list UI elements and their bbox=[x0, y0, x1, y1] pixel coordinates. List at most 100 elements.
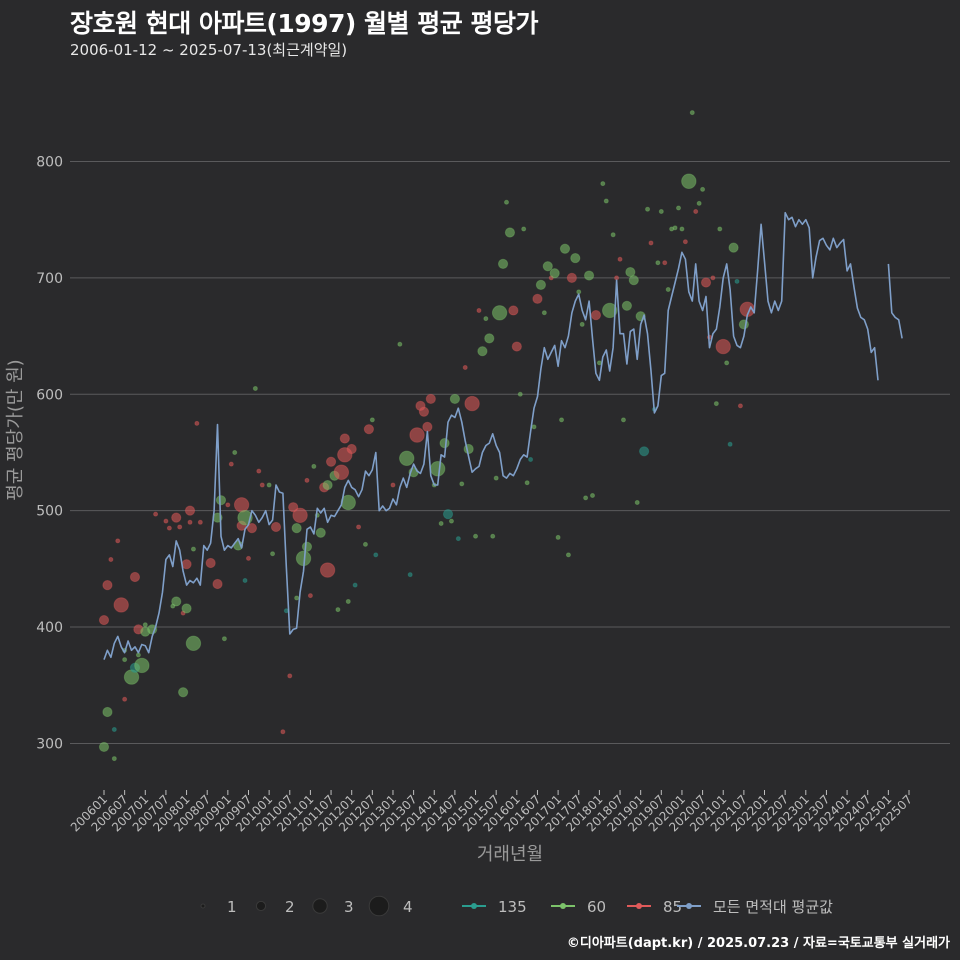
point-area-60 bbox=[111, 756, 117, 762]
point-area-60 bbox=[291, 523, 302, 534]
point-area-60 bbox=[535, 279, 547, 290]
point-area-60 bbox=[483, 316, 489, 322]
point-area-85 bbox=[339, 433, 350, 444]
point-area-85 bbox=[700, 277, 712, 288]
legend-size-key bbox=[200, 903, 206, 909]
point-area-60 bbox=[621, 300, 633, 311]
point-area-60 bbox=[181, 603, 192, 614]
point-area-60 bbox=[634, 500, 640, 506]
point-area-60 bbox=[541, 310, 547, 316]
point-area-60 bbox=[600, 181, 606, 187]
legend-color-label: 85 bbox=[663, 898, 682, 916]
point-area-85 bbox=[108, 557, 114, 563]
point-area-60 bbox=[531, 424, 537, 430]
point-area-60 bbox=[672, 225, 678, 231]
y-tick-label: 400 bbox=[36, 620, 63, 636]
point-area-85 bbox=[187, 519, 193, 525]
point-area-60 bbox=[681, 173, 697, 189]
point-area-60 bbox=[728, 242, 739, 253]
point-area-85 bbox=[256, 468, 262, 474]
point-area-135 bbox=[352, 582, 358, 588]
point-area-60 bbox=[555, 534, 561, 540]
point-area-60 bbox=[665, 287, 671, 293]
point-area-85 bbox=[617, 256, 623, 262]
point-area-60 bbox=[473, 533, 479, 539]
point-area-60 bbox=[322, 479, 333, 491]
point-area-85 bbox=[363, 424, 374, 435]
point-area-60 bbox=[185, 635, 202, 652]
legend-size-key bbox=[255, 900, 267, 912]
point-area-85 bbox=[113, 597, 129, 613]
average-line-segment bbox=[103, 211, 879, 660]
point-area-85 bbox=[122, 696, 128, 702]
point-area-60 bbox=[221, 636, 227, 642]
point-area-85 bbox=[648, 240, 654, 246]
point-area-60 bbox=[477, 346, 488, 357]
legend-size-label: 3 bbox=[344, 898, 354, 916]
point-area-60 bbox=[215, 495, 227, 506]
point-area-60 bbox=[676, 205, 682, 211]
point-area-85 bbox=[464, 395, 480, 412]
point-area-135 bbox=[373, 552, 379, 558]
point-area-60 bbox=[171, 596, 182, 607]
point-area-60 bbox=[459, 481, 465, 487]
point-area-85 bbox=[476, 307, 482, 313]
point-area-85 bbox=[737, 403, 743, 409]
point-area-135 bbox=[727, 441, 733, 447]
average-line bbox=[103, 211, 903, 660]
point-area-60 bbox=[517, 391, 523, 397]
point-area-85 bbox=[462, 364, 468, 370]
point-area-85 bbox=[425, 393, 436, 405]
point-area-60 bbox=[438, 520, 444, 526]
point-area-60 bbox=[610, 232, 616, 238]
point-area-60 bbox=[491, 305, 508, 321]
chart-subtitle: 2006-01-12 ~ 2025-07-13(최근계약일) bbox=[70, 41, 348, 59]
y-tick-label: 600 bbox=[36, 387, 63, 403]
point-area-85 bbox=[280, 729, 286, 735]
point-area-60 bbox=[590, 493, 596, 499]
point-area-60 bbox=[252, 385, 258, 391]
point-area-85 bbox=[163, 518, 169, 524]
point-area-60 bbox=[439, 438, 450, 449]
point-area-60 bbox=[315, 527, 326, 538]
point-area-60 bbox=[429, 461, 446, 477]
point-area-60 bbox=[449, 393, 460, 405]
point-area-85 bbox=[259, 482, 265, 488]
legend-size-label: 1 bbox=[227, 898, 237, 916]
point-area-85 bbox=[682, 239, 688, 245]
point-area-85 bbox=[325, 456, 337, 467]
legend-size-label: 4 bbox=[403, 898, 413, 916]
point-area-60 bbox=[579, 321, 585, 327]
point-area-85 bbox=[590, 310, 602, 321]
x-tick-labels: 2006012006072007012007072008012008072009… bbox=[68, 790, 915, 835]
point-area-85 bbox=[292, 507, 308, 524]
point-area-85 bbox=[346, 443, 357, 455]
point-area-60 bbox=[504, 199, 509, 205]
point-area-85 bbox=[205, 557, 216, 569]
point-area-60 bbox=[602, 302, 618, 319]
point-area-85 bbox=[233, 497, 250, 513]
point-area-85 bbox=[333, 464, 350, 480]
y-tick-labels: 300 400 500 600 700 800 bbox=[36, 154, 63, 752]
point-area-85 bbox=[508, 305, 519, 316]
point-area-85 bbox=[171, 512, 182, 523]
point-area-135 bbox=[242, 577, 248, 583]
point-area-60 bbox=[549, 268, 560, 279]
point-area-85 bbox=[166, 525, 172, 531]
point-area-85 bbox=[422, 421, 433, 432]
point-area-60 bbox=[628, 275, 639, 286]
point-area-85 bbox=[715, 338, 731, 355]
point-area-60 bbox=[724, 360, 730, 366]
point-area-85 bbox=[287, 673, 293, 679]
point-area-60 bbox=[311, 463, 317, 469]
point-area-85 bbox=[102, 580, 113, 591]
point-area-60 bbox=[190, 546, 196, 552]
point-area-60 bbox=[369, 417, 375, 423]
point-area-85 bbox=[390, 482, 396, 488]
point-area-85 bbox=[98, 614, 110, 626]
point-area-60 bbox=[559, 417, 565, 423]
point-area-85 bbox=[418, 406, 430, 417]
point-area-135 bbox=[639, 446, 650, 457]
point-area-85 bbox=[246, 523, 258, 534]
y-tick-label: 300 bbox=[36, 736, 63, 752]
